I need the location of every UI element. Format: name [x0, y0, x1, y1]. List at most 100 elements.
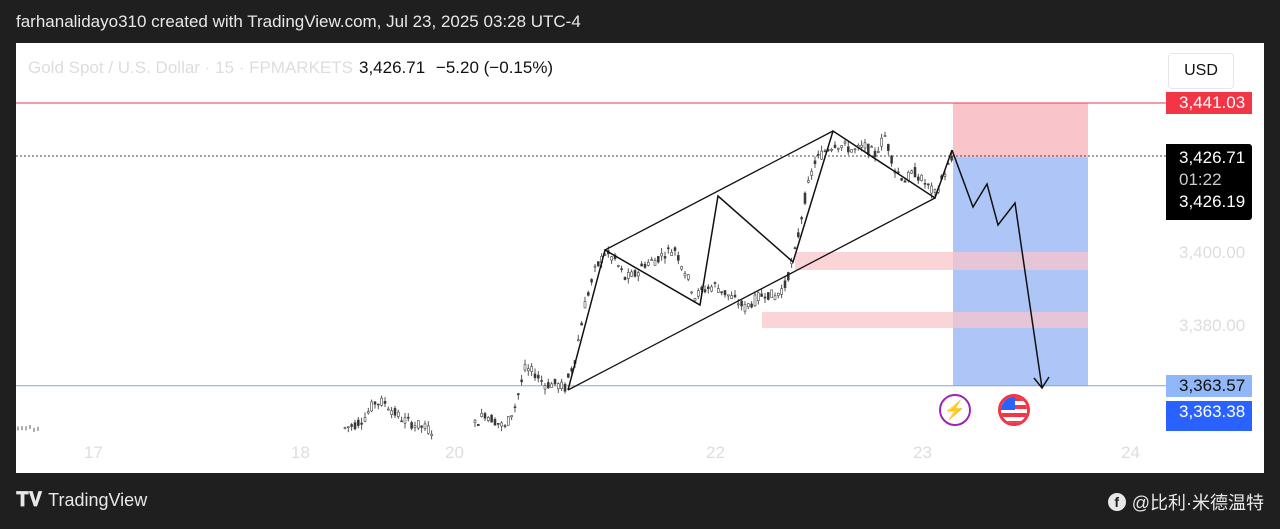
lightning-icon[interactable]: ⚡	[939, 394, 971, 426]
candle	[591, 279, 593, 282]
credit-text: @比利·米德温特	[1132, 489, 1264, 515]
candle	[797, 233, 799, 237]
tradingview-logo[interactable]: 𝐓𝐕 TradingView	[16, 489, 147, 512]
us-flag-icon[interactable]	[998, 394, 1030, 426]
candle	[691, 292, 693, 293]
candle	[477, 424, 479, 425]
candle	[391, 411, 393, 415]
candle	[521, 380, 523, 382]
chart-panel[interactable]: Gold Spot / U.S. Dollar · 15 · FPMARKETS…	[16, 43, 1264, 473]
time-tick: 22	[706, 443, 725, 463]
time-tick: 17	[84, 443, 103, 463]
candle	[544, 386, 546, 389]
stop-zone	[953, 103, 1088, 157]
candle	[527, 369, 529, 371]
candle	[404, 418, 406, 423]
candle	[377, 404, 379, 405]
candle	[524, 364, 526, 370]
candle	[364, 418, 366, 422]
candle	[761, 294, 763, 297]
currency-button[interactable]: USD	[1168, 53, 1234, 89]
candle	[631, 272, 633, 277]
candle	[784, 281, 786, 288]
candle	[431, 434, 433, 435]
candle	[764, 297, 766, 298]
candle	[811, 171, 813, 175]
candle	[641, 264, 643, 266]
candle	[667, 248, 669, 249]
candle	[367, 412, 369, 413]
candle	[921, 175, 923, 180]
credit: f @比利·米德温特	[1108, 489, 1264, 515]
candle	[424, 424, 426, 429]
facebook-icon: f	[1108, 493, 1126, 511]
candle	[854, 149, 856, 150]
candle	[864, 143, 866, 148]
candle	[681, 266, 683, 269]
candle	[621, 269, 623, 270]
time-tick: 20	[445, 443, 464, 463]
candle	[387, 409, 389, 410]
candle	[564, 384, 566, 391]
candle	[487, 417, 489, 420]
candle	[877, 151, 879, 152]
candle	[657, 256, 659, 262]
candle	[421, 426, 423, 428]
candle	[754, 295, 756, 306]
candle	[951, 156, 953, 160]
candle	[771, 290, 773, 298]
candle	[427, 426, 429, 433]
candle	[824, 151, 826, 152]
candle	[837, 148, 839, 149]
candle	[554, 379, 556, 384]
candle	[581, 323, 583, 325]
candle	[354, 423, 356, 429]
candle	[594, 266, 596, 267]
legend-change: −5.20 (−0.15%)	[436, 58, 553, 77]
candle	[567, 374, 569, 378]
candle	[817, 154, 819, 155]
supply-zone	[795, 252, 1088, 270]
candle	[917, 177, 919, 180]
supply-zone	[762, 312, 1088, 328]
candle	[901, 178, 903, 180]
candle	[511, 416, 513, 417]
last-price-label: 3,426.71 01:22 3,426.19	[1166, 144, 1252, 220]
candle	[694, 298, 696, 300]
candle	[741, 301, 743, 306]
candle	[397, 412, 399, 416]
candle	[584, 301, 586, 308]
symbol-legend: Gold Spot / U.S. Dollar · 15 · FPMARKETS…	[28, 58, 553, 78]
candle	[757, 293, 759, 301]
candle	[637, 273, 639, 276]
candle	[737, 304, 739, 305]
candle	[504, 426, 506, 427]
candle	[671, 252, 673, 255]
candle	[847, 147, 849, 152]
candle	[497, 423, 499, 424]
candle	[634, 270, 636, 276]
price-chart[interactable]	[16, 43, 1264, 473]
price-tick: 3,380.00	[1166, 315, 1252, 337]
candle	[704, 290, 706, 292]
candle	[834, 145, 836, 148]
candle	[517, 394, 519, 395]
candle	[924, 183, 926, 184]
candle	[697, 291, 699, 297]
candle	[814, 161, 816, 164]
candle	[417, 421, 419, 429]
candle	[501, 423, 503, 426]
target-zone	[953, 157, 1088, 386]
candle	[727, 295, 729, 296]
candle	[414, 425, 416, 427]
candle	[407, 417, 409, 418]
candle	[674, 248, 676, 251]
candle	[944, 175, 946, 177]
candle	[371, 402, 373, 411]
candle	[531, 367, 533, 372]
chart-caption: farhanalidayo310 created with TradingVie…	[16, 12, 581, 32]
candle	[734, 295, 736, 297]
candle	[664, 256, 666, 258]
candle	[484, 413, 486, 418]
candle	[891, 156, 893, 163]
